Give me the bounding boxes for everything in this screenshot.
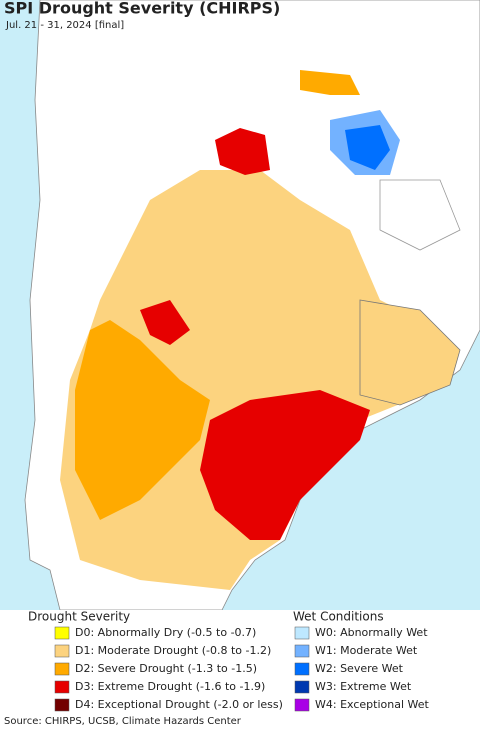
- legend-swatch: [294, 680, 310, 694]
- legend-label: D0: Abnormally Dry (-0.5 to -0.7): [75, 626, 256, 639]
- legend-label: D3: Extreme Drought (-1.6 to -1.9): [75, 680, 265, 693]
- title: SPI Drought Severity (CHIRPS): [4, 0, 280, 18]
- legend-label: W0: Abnormally Wet: [315, 626, 428, 639]
- legend-swatch: [54, 626, 70, 640]
- legend-swatch: [294, 662, 310, 676]
- legend-label: W3: Extreme Wet: [315, 680, 412, 693]
- legend-swatch: [54, 680, 70, 694]
- drought-d3: [200, 390, 370, 540]
- drought-d2: [300, 70, 360, 95]
- legend-panel: [0, 610, 480, 730]
- legend-title: Drought Severity: [28, 610, 130, 624]
- legend-swatch: [294, 626, 310, 640]
- legend-swatch: [54, 698, 70, 712]
- subtitle: Jul. 21 - 31, 2024 [final]: [5, 20, 124, 31]
- drought-d3: [140, 300, 190, 345]
- border: [379, 179, 461, 251]
- drought-d2: [75, 320, 210, 520]
- legend-label: W4: Exceptional Wet: [315, 698, 430, 711]
- legend-label: D2: Severe Drought (-1.3 to -1.5): [75, 662, 257, 675]
- drought-d1: [60, 170, 460, 590]
- legend-label: W2: Severe Wet: [315, 662, 404, 675]
- wet-w2: [345, 125, 390, 170]
- legend-label: D4: Exceptional Drought (-2.0 or less): [75, 698, 283, 711]
- legend-label: D1: Moderate Drought (-0.8 to -1.2): [75, 644, 271, 657]
- legend-swatch: [294, 644, 310, 658]
- legend-label: W1: Moderate Wet: [315, 644, 418, 657]
- uruguay: [359, 299, 461, 406]
- legend-swatch: [294, 698, 310, 712]
- legend-swatch: [54, 662, 70, 676]
- source: Source: CHIRPS, UCSB, Climate Hazards Ce…: [4, 716, 242, 727]
- legend-swatch: [54, 644, 70, 658]
- legend-title: Wet Conditions: [293, 610, 384, 624]
- drought-d3: [215, 128, 270, 175]
- legend: Drought Severity D0: Abnormally Dry (-0.5…: [28, 610, 430, 712]
